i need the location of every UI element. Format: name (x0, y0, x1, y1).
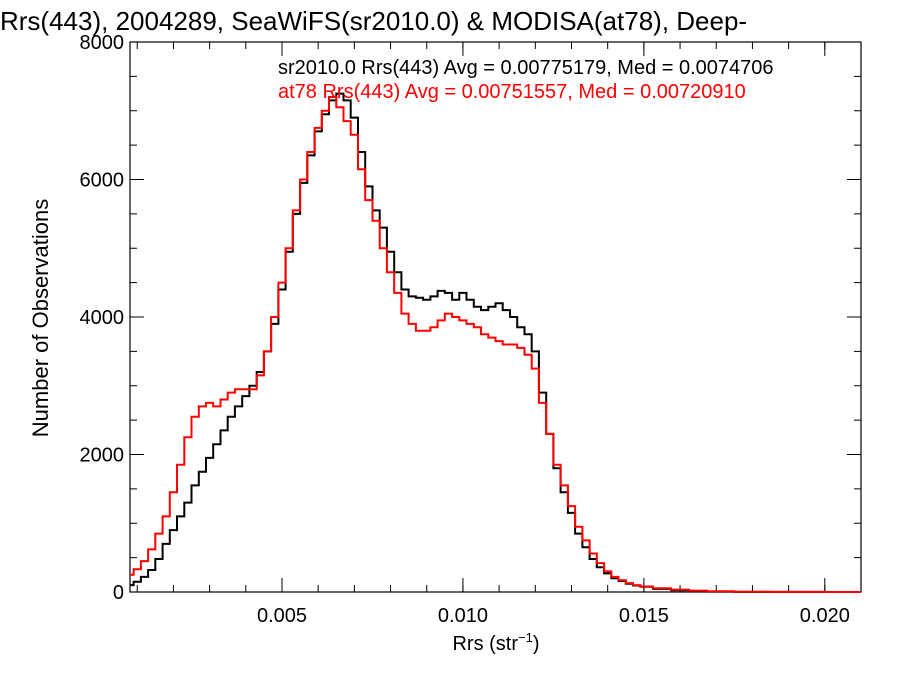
chart-title: Rrs(443), 2004289, SeaWiFS(sr2010.0) & M… (0, 6, 747, 36)
x-axis-label-superscript: −1 (518, 630, 533, 645)
legend-entry-sr2010: sr2010.0 Rrs(443) Avg = 0.00775179, Med … (278, 57, 774, 79)
series-layer (130, 92, 861, 593)
y-tick-label: 0 (113, 582, 124, 604)
series-line-sr2010-0 (130, 92, 861, 593)
x-tick-label: 0.020 (800, 605, 850, 627)
y-axis-ticks: 0 2000 4000 6000 8000 (80, 32, 861, 604)
y-axis-label: Number of Observations (28, 199, 53, 437)
plot-frame (129, 41, 862, 593)
x-tick-label: 0.010 (438, 605, 488, 627)
y-tick-label: 6000 (80, 170, 125, 192)
x-tick-label: 0.005 (257, 605, 307, 627)
y-tick-label: 8000 (80, 32, 125, 54)
y-tick-label: 2000 (80, 445, 125, 467)
x-axis-ticks: 0.005 0.010 0.015 0.020 (136, 42, 850, 627)
x-axis-label-close: ) (533, 633, 540, 655)
legend-entry-at78: at78 Rrs(443) Avg = 0.00751557, Med = 0.… (278, 81, 746, 103)
series-line-at78 (130, 96, 861, 593)
y-tick-label: 4000 (80, 307, 125, 329)
plot-border (129, 41, 862, 593)
x-axis-label-main: Rrs (str (452, 633, 518, 655)
x-tick-label: 0.015 (619, 605, 669, 627)
x-axis-label: Rrs (str−1) (452, 630, 539, 655)
